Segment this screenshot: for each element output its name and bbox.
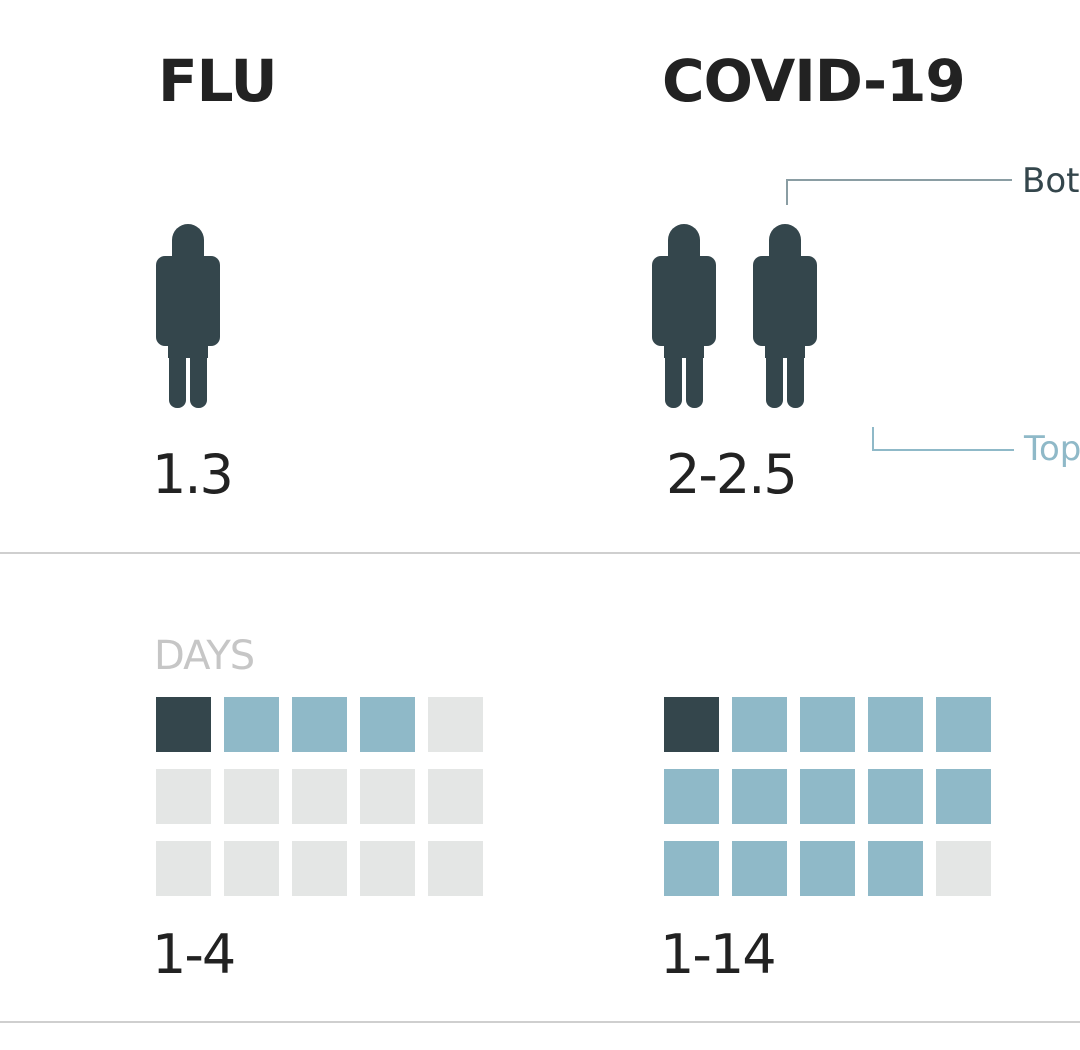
day-cell-13 <box>800 841 855 896</box>
covid-person-3-blue-part <box>853 224 885 408</box>
day-cell-14 <box>868 841 923 896</box>
day-cell-3 <box>292 697 347 752</box>
day-cell-10 <box>428 769 483 824</box>
covid-person-3-gray-part <box>885 224 917 408</box>
day-cell-8 <box>292 769 347 824</box>
day-cell-9 <box>360 769 415 824</box>
day-cell-5 <box>936 697 991 752</box>
day-cell-7 <box>224 769 279 824</box>
day-cell-1 <box>156 697 211 752</box>
people-figures <box>156 179 1014 451</box>
callout-top-line <box>872 427 1014 451</box>
day-cell-12 <box>224 841 279 896</box>
covid-title: COVID-19 <box>662 47 966 115</box>
day-cell-6 <box>664 769 719 824</box>
flu-person-2-blue-part <box>256 224 269 408</box>
callout-top-label: Top <box>1024 429 1080 469</box>
callout-bottom-label: Bot <box>1022 161 1080 201</box>
day-cell-4 <box>868 697 923 752</box>
flu-incubation-value: 1-4 <box>152 923 236 986</box>
flu-person-2-gray-part <box>269 224 320 408</box>
flu-days-grid <box>156 697 483 896</box>
days-label: DAYS <box>154 633 255 679</box>
day-cell-4 <box>360 697 415 752</box>
day-cell-7 <box>732 769 787 824</box>
section-divider-bottom <box>0 1021 1080 1023</box>
callout-bottom-line <box>786 179 1012 205</box>
day-cell-9 <box>868 769 923 824</box>
section-divider <box>0 552 1080 554</box>
day-cell-6 <box>156 769 211 824</box>
day-cell-8 <box>800 769 855 824</box>
flu-title: FLU <box>158 47 278 115</box>
day-cell-2 <box>224 697 279 752</box>
day-cell-1 <box>664 697 719 752</box>
day-cell-11 <box>664 841 719 896</box>
covid-person-1 <box>652 224 716 408</box>
covid-days-grid <box>664 697 991 896</box>
day-cell-10 <box>936 769 991 824</box>
day-cell-2 <box>732 697 787 752</box>
flu-r0-value: 1.3 <box>152 443 234 506</box>
day-cell-11 <box>156 841 211 896</box>
covid-incubation-value: 1-14 <box>660 923 777 986</box>
flu-person-1 <box>156 224 220 408</box>
day-cell-3 <box>800 697 855 752</box>
day-cell-12 <box>732 841 787 896</box>
day-cell-15 <box>936 841 991 896</box>
day-cell-5 <box>428 697 483 752</box>
day-cell-15 <box>428 841 483 896</box>
covid-r0-value: 2-2.5 <box>666 443 798 506</box>
covid-person-2 <box>753 224 817 408</box>
day-cell-13 <box>292 841 347 896</box>
day-cell-14 <box>360 841 415 896</box>
